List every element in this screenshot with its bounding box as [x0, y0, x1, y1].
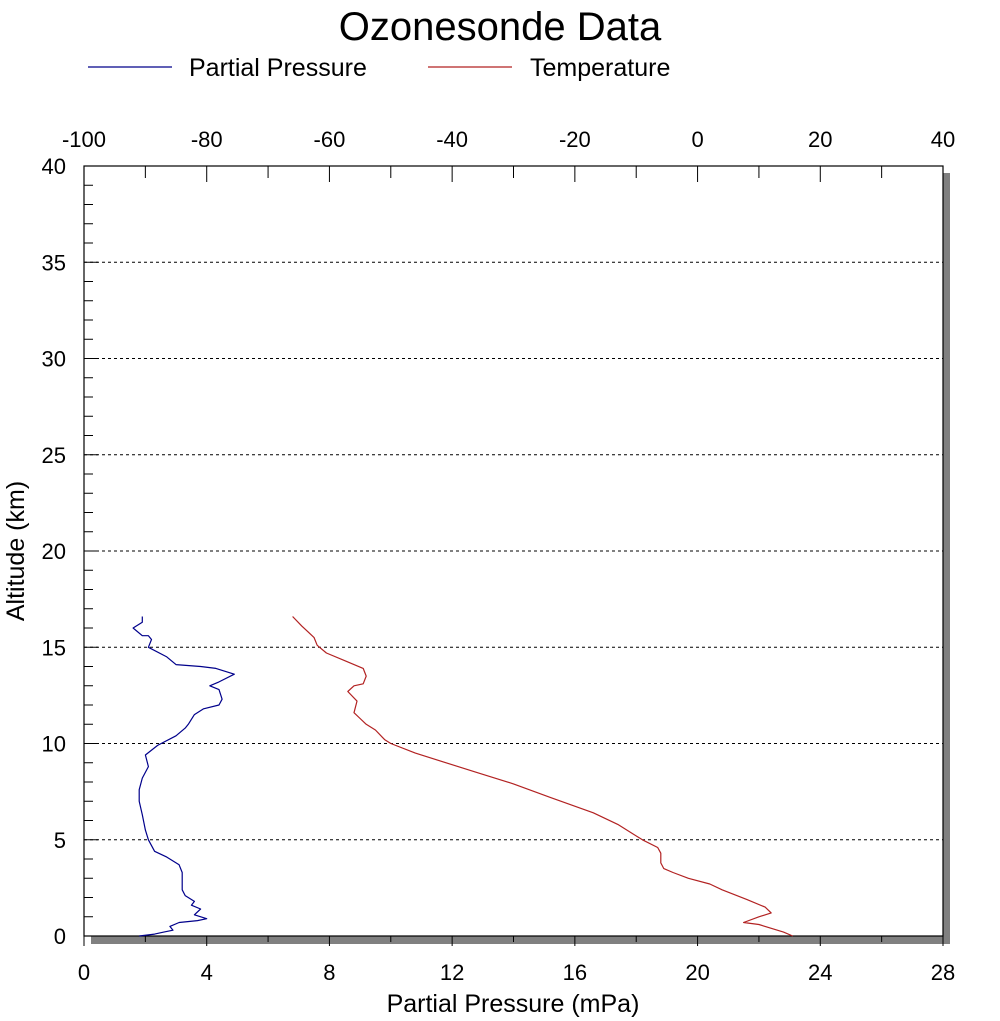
x-tick-label-6: 24: [808, 960, 832, 985]
x-tick-label-5: 20: [685, 960, 709, 985]
x2-tick-label-5: 0: [691, 127, 703, 152]
legend-label-partial-pressure: Partial Pressure: [189, 54, 367, 82]
plot-shadow-bottom: [91, 936, 950, 944]
x-tick-label-7: 28: [931, 960, 955, 985]
y-tick-label-0: 0: [54, 924, 66, 949]
x2-tick-label-3: -40: [436, 127, 468, 152]
y-tick-label-7: 35: [42, 250, 66, 275]
series-line-temperature: [292, 616, 793, 937]
x-tick-label-4: 16: [563, 960, 587, 985]
gridlines: [84, 261, 943, 841]
x-tick-label-3: 12: [440, 960, 464, 985]
x-axis-label: Partial Pressure (mPa): [387, 990, 640, 1018]
x2-tick-label-2: -60: [314, 127, 346, 152]
x2-tick-label-7: 40: [931, 127, 955, 152]
x-tick-label-2: 8: [323, 960, 335, 985]
x2-tick-label-4: -20: [559, 127, 591, 152]
y-tick-label-8: 40: [42, 154, 66, 179]
x2-tick-label-0: -100: [62, 127, 106, 152]
legend: Partial Pressure Temperature: [88, 54, 670, 82]
y-tick-label-5: 25: [42, 443, 66, 468]
x2-tick-label-6: 20: [808, 127, 832, 152]
chart-title: Ozonesonde Data: [339, 5, 662, 49]
x2-tick-label-1: -80: [191, 127, 223, 152]
legend-label-temperature: Temperature: [530, 54, 670, 82]
y-tick-label-4: 20: [42, 539, 66, 564]
y-axis-label: Altitude (km): [2, 481, 30, 621]
y-tick-label-1: 5: [54, 828, 66, 853]
x-tick-label-0: 0: [78, 960, 90, 985]
x-tick-label-1: 4: [201, 960, 213, 985]
data-series: [132, 616, 793, 937]
y-tick-label-2: 10: [42, 732, 66, 757]
plot-shadow-right: [943, 173, 950, 944]
axis-ticks: [83, 165, 944, 946]
y-tick-label-3: 15: [42, 635, 66, 660]
series-line-partial-pressure: [132, 616, 235, 937]
tick-labels: 0 5 10 15 20 25 30 35 40 0 4 8 12 16 20 24 28 -100 -80 -60 -…: [42, 127, 956, 985]
y-tick-label-6: 30: [42, 347, 66, 372]
